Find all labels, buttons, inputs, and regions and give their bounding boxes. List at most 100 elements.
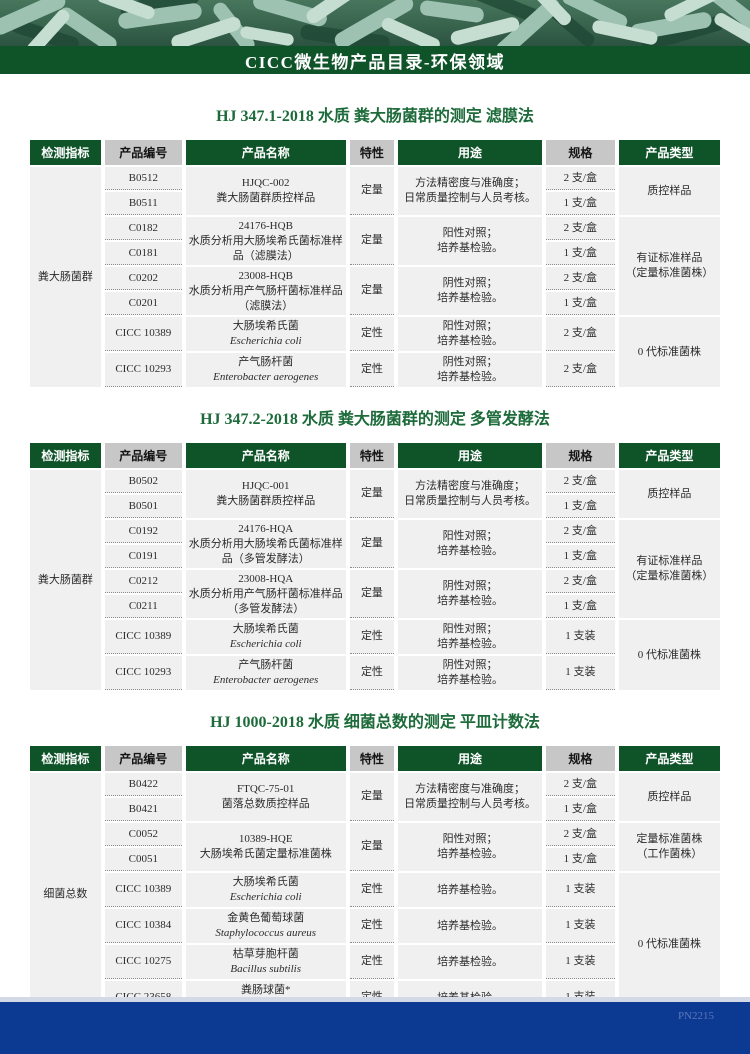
use-line1: 阴性对照； bbox=[442, 580, 498, 592]
indicator-cell: 粪大肠菌群 bbox=[30, 167, 101, 387]
type-cell: 质控样品 bbox=[618, 167, 720, 215]
footer-accent-strip bbox=[0, 997, 750, 1002]
trait-cell: 定性 bbox=[349, 353, 395, 387]
product-code-cell: B0511 bbox=[104, 192, 182, 215]
type-cell: 质控样品 bbox=[618, 773, 720, 821]
use-line1: 阳性对照； bbox=[442, 227, 498, 239]
col-header-type: 产品类型 bbox=[618, 746, 720, 771]
indicator-cell: 粪大肠菌群 bbox=[30, 470, 101, 690]
type-line1: 有证标准样品 bbox=[636, 555, 703, 567]
product-name-cell: FTQC-75-01 菌落总数质控样品 bbox=[185, 773, 346, 821]
col-header-trait: 特性 bbox=[349, 443, 395, 468]
strain-name-cn: 金黄色葡萄球菌 bbox=[227, 912, 305, 924]
product-code-cell: CICC 10293 bbox=[104, 353, 182, 387]
table-row: B0501 1 支/盒 bbox=[30, 495, 720, 518]
spec-cell: 2 支/盒 bbox=[545, 353, 615, 387]
product-code-cell: C0201 bbox=[104, 292, 182, 315]
use-line1: 阴性对照； bbox=[442, 659, 498, 671]
strain-name-latin: Enterobacter aerogenes bbox=[213, 674, 319, 686]
product-code-cell: CICC 10275 bbox=[104, 945, 182, 979]
product-name-cell: 产气肠杆菌 Enterobacter aerogenes bbox=[185, 656, 346, 690]
table-row: C0051 1 支/盒 bbox=[30, 848, 720, 871]
use-line2: 日常质量控制与人员考核。 bbox=[404, 495, 537, 507]
product-name-line2: 粪大肠菌群质控样品 bbox=[216, 495, 316, 507]
product-code-cell: B0501 bbox=[104, 495, 182, 518]
type-cell: 0 代标准菌株 bbox=[618, 873, 720, 1015]
spec-cell: 2 支/盒 bbox=[545, 823, 615, 846]
table-row: B0511 1 支/盒 bbox=[30, 192, 720, 215]
product-code-cell: CICC 10389 bbox=[104, 873, 182, 907]
use-cell: 阳性对照； 培养基检验。 bbox=[398, 317, 542, 351]
spec-cell: 1 支装 bbox=[545, 909, 615, 943]
use-line1: 方法精密度与准确度； bbox=[415, 177, 526, 189]
spec-cell: 1 支/盒 bbox=[545, 595, 615, 618]
use-line1: 方法精密度与准确度； bbox=[415, 480, 526, 492]
spec-cell: 1 支装 bbox=[545, 656, 615, 690]
col-header-type: 产品类型 bbox=[618, 443, 720, 468]
trait-cell: 定量 bbox=[349, 570, 395, 618]
type-line1: 有证标准样品 bbox=[636, 252, 703, 264]
strain-name-cn: 产气肠杆菌 bbox=[238, 356, 294, 368]
col-header-type: 产品类型 bbox=[618, 140, 720, 165]
col-header-name: 产品名称 bbox=[185, 443, 346, 468]
section-title-1: HJ 347.1-2018 水质 粪大肠菌群的测定 滤膜法 bbox=[216, 108, 534, 125]
product-code-cell: C0192 bbox=[104, 520, 182, 543]
use-cell: 阴性对照； 培养基检验。 bbox=[398, 656, 542, 690]
page-header: CICC微生物产品目录-环保领域 bbox=[0, 0, 750, 74]
product-code-cell: CICC 10384 bbox=[104, 909, 182, 943]
spec-cell: 2 支/盒 bbox=[545, 520, 615, 543]
col-header-indicator: 检测指标 bbox=[30, 746, 101, 771]
catalog-table-1: 检测指标 产品编号 产品名称 特性 用途 规格 产品类型 粪大肠菌群 B0512… bbox=[26, 138, 724, 389]
product-name-cell: 金黄色葡萄球菌 Staphylococcus aureus bbox=[185, 909, 346, 943]
col-header-spec: 规格 bbox=[545, 443, 615, 468]
catalog-table-2: 检测指标 产品编号 产品名称 特性 用途 规格 产品类型 粪大肠菌群 B0502… bbox=[26, 441, 724, 692]
table-row: C0191 1 支/盒 bbox=[30, 545, 720, 568]
strain-name-cn: 大肠埃希氏菌 bbox=[232, 876, 299, 888]
use-line2: 日常质量控制与人员考核。 bbox=[404, 192, 537, 204]
table-row: C0181 1 支/盒 bbox=[30, 242, 720, 265]
use-line2: 培养基检验。 bbox=[437, 371, 504, 383]
col-header-name: 产品名称 bbox=[185, 746, 346, 771]
spec-cell: 2 支/盒 bbox=[545, 217, 615, 240]
strain-name-cn: 大肠埃希氏菌 bbox=[232, 320, 299, 332]
table-row: CICC 10389 大肠埃希氏菌 Escherichia coli 定性 阳性… bbox=[30, 620, 720, 690]
product-code-cell: B0421 bbox=[104, 798, 182, 821]
use-line2: 培养基检验。 bbox=[437, 545, 504, 557]
product-name-line1: FTQC-75-01 bbox=[236, 783, 295, 795]
col-header-trait: 特性 bbox=[349, 140, 395, 165]
type-cell: 质控样品 bbox=[618, 470, 720, 518]
strain-name-cn: 粪肠球菌* bbox=[240, 984, 291, 996]
trait-cell: 定量 bbox=[349, 470, 395, 518]
use-line1: 阳性对照； bbox=[442, 833, 498, 845]
trait-cell: 定性 bbox=[349, 656, 395, 690]
use-cell: 方法精密度与准确度； 日常质量控制与人员考核。 bbox=[398, 773, 542, 821]
col-header-code: 产品编号 bbox=[104, 443, 182, 468]
spec-cell: 2 支/盒 bbox=[545, 317, 615, 351]
type-cell: 定量标准菌株 （工作菌株） bbox=[618, 823, 720, 871]
col-header-code: 产品编号 bbox=[104, 746, 182, 771]
table-row: C0212 23008-HQA 水质分析用产气肠杆菌标准样品（多管发酵法） 定量… bbox=[30, 570, 720, 618]
spec-cell: 2 支/盒 bbox=[545, 267, 615, 290]
product-code-cell: C0051 bbox=[104, 848, 182, 871]
col-header-code: 产品编号 bbox=[104, 140, 182, 165]
spec-cell: 1 支/盒 bbox=[545, 192, 615, 215]
trait-cell: 定性 bbox=[349, 945, 395, 979]
spec-cell: 2 支/盒 bbox=[545, 167, 615, 190]
product-code-cell: C0202 bbox=[104, 267, 182, 290]
strain-name-latin: Bacillus subtilis bbox=[230, 963, 302, 975]
trait-cell: 定量 bbox=[349, 773, 395, 821]
col-header-indicator: 检测指标 bbox=[30, 443, 101, 468]
trait-cell: 定量 bbox=[349, 823, 395, 871]
spec-cell: 1 支装 bbox=[545, 620, 615, 654]
strain-name-latin: Escherichia coli bbox=[229, 335, 302, 347]
type-cell: 0 代标准菌株 bbox=[618, 620, 720, 690]
use-line1: 阴性对照； bbox=[442, 356, 498, 368]
spec-cell: 1 支装 bbox=[545, 873, 615, 907]
product-code-cell: CICC 10389 bbox=[104, 620, 182, 654]
product-name-line2: 大肠埃希氏菌定量标准菌株 bbox=[199, 848, 332, 860]
use-line2: 培养基检验。 bbox=[437, 595, 504, 607]
section-title-3: HJ 1000-2018 水质 细菌总数的测定 平皿计数法 bbox=[210, 714, 540, 731]
product-name-cell: 大肠埃希氏菌 Escherichia coli bbox=[185, 317, 346, 351]
spec-cell: 2 支/盒 bbox=[545, 773, 615, 796]
